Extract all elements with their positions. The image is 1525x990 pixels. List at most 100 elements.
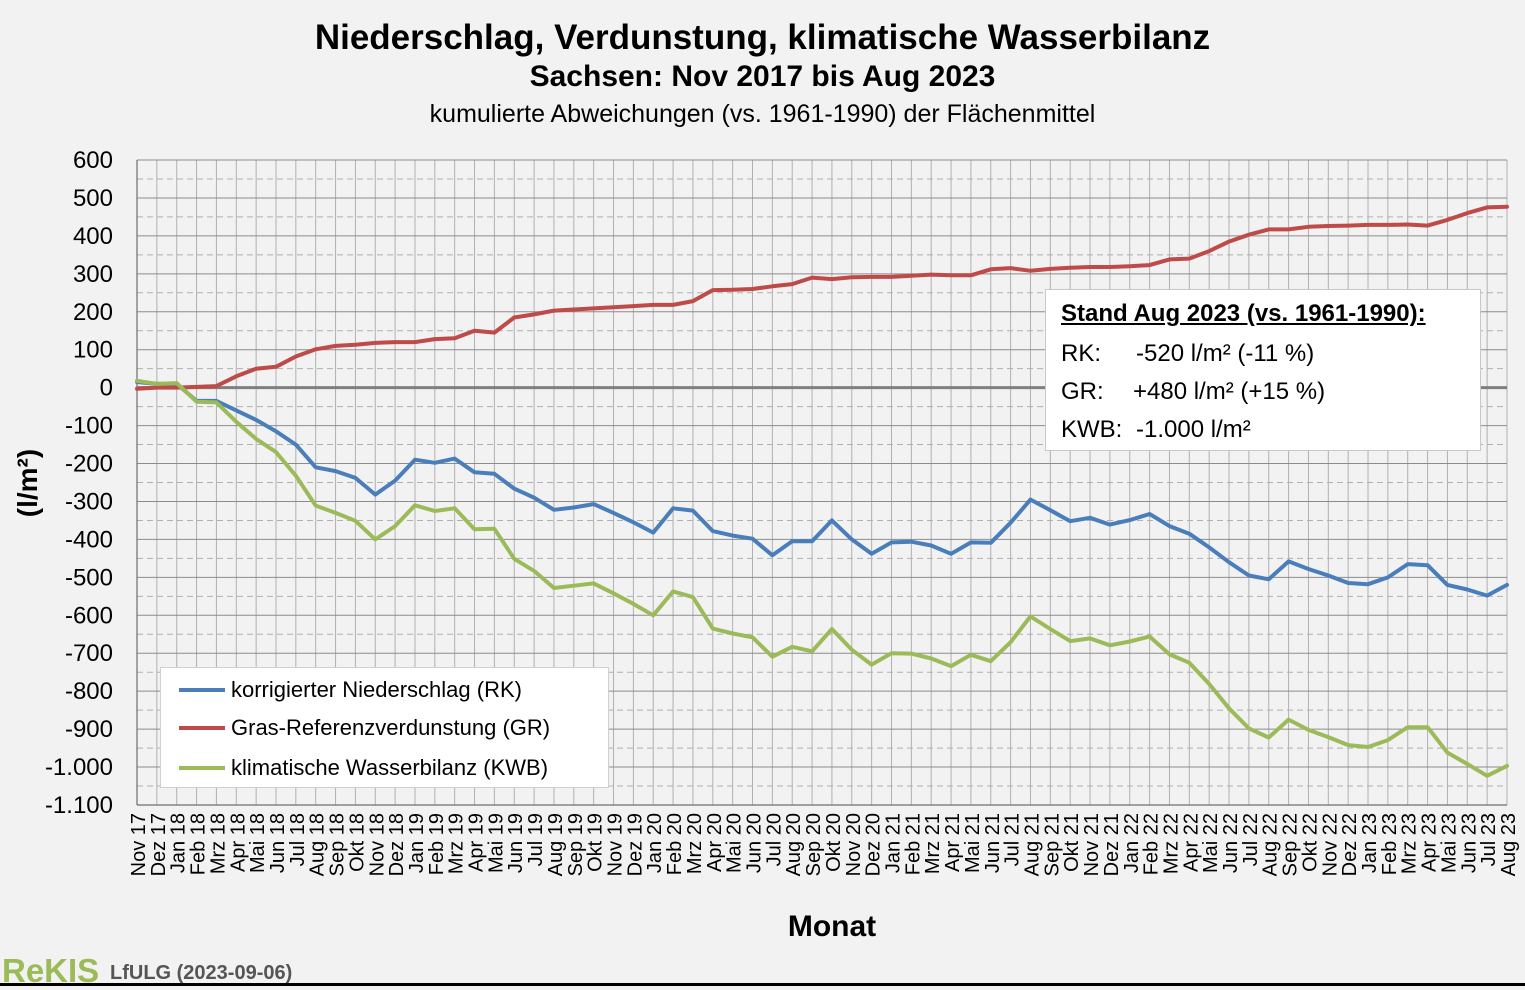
- x-tick-label: Mai 19: [485, 813, 507, 873]
- y-axis-title: (l/m²): [12, 449, 43, 517]
- rekis-logo: ReKIS: [2, 952, 100, 989]
- x-tick-label: Aug 23: [1498, 813, 1520, 876]
- y-tick-label: -900: [65, 716, 113, 743]
- x-tick-label: Mrz 18: [207, 813, 229, 874]
- x-tick-label: Mrz 21: [922, 813, 944, 874]
- x-tick-label: Jun 21: [982, 813, 1004, 873]
- x-tick-label: Aug 19: [545, 813, 567, 876]
- status-value-gr: +480 l/m² (+15 %): [1133, 378, 1326, 405]
- x-tick-label: Mai 21: [962, 813, 984, 873]
- x-tick-label: Aug 18: [307, 813, 329, 876]
- chart-subtitle: Sachsen: Nov 2017 bis Aug 2023: [529, 60, 996, 93]
- y-tick-label: -400: [65, 526, 113, 553]
- legend: korrigierter Niederschlag (RK) Gras-Refe…: [160, 667, 609, 788]
- status-label-rk: RK:: [1061, 340, 1102, 367]
- x-tick-label: Nov 20: [843, 813, 865, 876]
- x-tick-label: Mrz 23: [1399, 813, 1421, 874]
- y-tick-label: 0: [100, 375, 113, 402]
- x-tick-label: Mrz 22: [1160, 813, 1182, 874]
- status-label-gr: GR:: [1061, 378, 1104, 405]
- x-tick-label: Feb 21: [902, 813, 924, 875]
- y-tick-label: -800: [65, 678, 113, 705]
- legend-item-rk: korrigierter Niederschlag (RK): [179, 675, 522, 705]
- x-tick-label: Apr 22: [1180, 813, 1202, 872]
- x-tick-label: Feb 23: [1379, 813, 1401, 875]
- x-tick-label: Jan 20: [644, 813, 666, 873]
- x-tick-label: Nov 21: [1081, 813, 1103, 876]
- x-tick-label: Sep 19: [565, 813, 587, 876]
- chart-subtitle-2: kumulierte Abweichungen (vs. 1961-1990) …: [429, 100, 1096, 128]
- x-tick-label: Jan 23: [1359, 813, 1381, 873]
- y-tick-label: -200: [65, 451, 113, 478]
- x-axis-title: Monat: [788, 910, 876, 943]
- x-tick-label: Apr 19: [466, 813, 488, 872]
- x-tick-label: Nov 22: [1319, 813, 1341, 876]
- series-kwb-line: [135, 378, 1509, 778]
- x-tick-label: Jul 18: [287, 813, 309, 866]
- x-tick-label: Dez 19: [624, 813, 646, 876]
- x-tick-label: Apr 18: [227, 813, 249, 872]
- x-tick-label: Feb 22: [1141, 813, 1163, 875]
- x-tick-label: Sep 18: [327, 813, 349, 876]
- legend-swatch-kwb: [179, 766, 225, 770]
- y-tick-label: -100: [65, 413, 113, 440]
- x-tick-label: Mai 20: [724, 813, 746, 873]
- x-tick-label: Jul 23: [1478, 813, 1500, 866]
- status-heading: Stand Aug 2023 (vs. 1961-1990):: [1061, 300, 1426, 327]
- x-tick-label: Mrz 19: [446, 813, 468, 874]
- x-tick-label: Mai 23: [1438, 813, 1460, 873]
- x-tick-label: Feb 18: [188, 813, 210, 875]
- x-tick-label: Jun 23: [1458, 813, 1480, 873]
- status-value-kwb: -1.000 l/m²: [1136, 416, 1251, 443]
- x-tick-label: Okt 19: [585, 813, 607, 872]
- y-tick-label: -600: [65, 602, 113, 629]
- x-tick-label: Apr 23: [1419, 813, 1441, 872]
- legend-label-rk: korrigierter Niederschlag (RK): [231, 677, 522, 702]
- x-tick-label: Apr 20: [704, 813, 726, 872]
- x-tick-label: Apr 21: [942, 813, 964, 872]
- y-tick-label: 500: [73, 185, 113, 212]
- status-label-kwb: KWB:: [1061, 416, 1123, 443]
- y-tick-label: 100: [73, 337, 113, 364]
- y-tick-label: 400: [73, 223, 113, 250]
- x-tick-label: Okt 20: [823, 813, 845, 872]
- legend-item-kwb: klimatische Wasserbilanz (KWB): [179, 753, 548, 783]
- x-tick-label: Aug 21: [1021, 813, 1043, 876]
- source-credit: LfULG (2023-09-06): [110, 962, 293, 984]
- x-tick-label: Jun 22: [1220, 813, 1242, 873]
- y-tick-label: -1.100: [45, 792, 113, 819]
- legend-item-gr: Gras-Referenzverdunstung (GR): [179, 713, 550, 743]
- x-tick-label: Sep 21: [1041, 813, 1063, 876]
- x-tick-label: Nov 19: [605, 813, 627, 876]
- x-tick-label: Jun 20: [744, 813, 766, 873]
- y-tick-label: -700: [65, 640, 113, 667]
- x-tick-label: Nov 18: [366, 813, 388, 876]
- x-tick-label: Nov 17: [128, 813, 150, 876]
- legend-label-kwb: klimatische Wasserbilanz (KWB): [231, 755, 549, 780]
- x-tick-label: Feb 20: [664, 813, 686, 875]
- x-tick-label: Mai 18: [247, 813, 269, 873]
- x-tick-label: Jul 22: [1240, 813, 1262, 866]
- x-tick-label: Jul 19: [525, 813, 547, 866]
- series-rk-line: [135, 380, 1509, 598]
- x-tick-label: Jan 22: [1121, 813, 1143, 873]
- x-tick-label: Jan 18: [168, 813, 190, 873]
- y-tick-label: -300: [65, 488, 113, 515]
- status-box: Stand Aug 2023 (vs. 1961-1990): RK: -520…: [1045, 289, 1481, 451]
- x-tick-label: Dez 21: [1101, 813, 1123, 876]
- y-tick-label: 300: [73, 261, 113, 288]
- y-tick-label: -500: [65, 564, 113, 591]
- x-tick-label: Mai 22: [1200, 813, 1222, 873]
- y-tick-label: 200: [73, 299, 113, 326]
- x-tick-label: Okt 21: [1061, 813, 1083, 872]
- x-tick-label: Dez 20: [863, 813, 885, 876]
- legend-swatch-gr: [179, 726, 225, 730]
- x-tick-label: Dez 17: [148, 813, 170, 876]
- x-tick-label: Mrz 20: [684, 813, 706, 874]
- x-tick-label: Jun 18: [267, 813, 289, 873]
- x-tick-label: Sep 20: [803, 813, 825, 876]
- x-tick-label: Jun 19: [505, 813, 527, 873]
- x-tick-label: Sep 22: [1280, 813, 1302, 876]
- x-tick-label: Jul 20: [763, 813, 785, 866]
